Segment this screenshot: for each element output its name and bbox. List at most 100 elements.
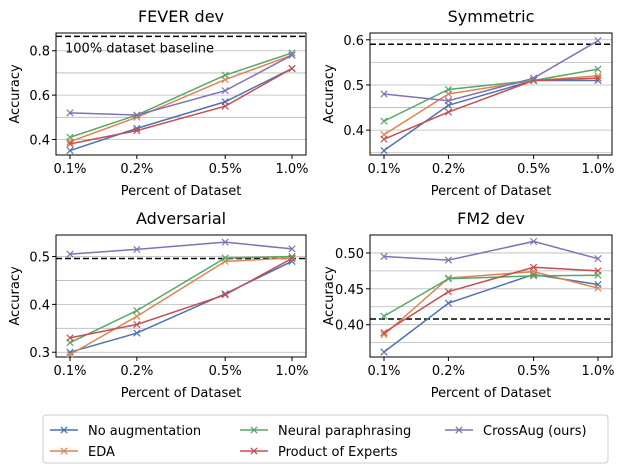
- data-point: [529, 237, 538, 246]
- marker-stroke: [288, 252, 296, 261]
- y-tick-label: 0.45: [335, 283, 364, 298]
- data-point: [594, 267, 602, 275]
- legend-label: Neural paraphrasing: [278, 424, 411, 439]
- marker-stroke: [133, 329, 141, 337]
- data-point: [221, 87, 229, 95]
- data-point: [380, 252, 388, 261]
- x-axis-label: Percent of Dataset: [431, 184, 552, 199]
- marker-stroke: [66, 348, 74, 356]
- marker-stroke: [288, 254, 296, 263]
- marker-stroke: [133, 320, 141, 329]
- subplot-title: FEVER dev: [138, 7, 224, 26]
- series-line-no-augmentation: [383, 273, 599, 353]
- legend-marker: [250, 426, 258, 434]
- series-line-no-augmentation: [383, 79, 598, 152]
- marker-stroke: [444, 288, 453, 296]
- series-line-no-augmentation: [69, 67, 293, 152]
- data-point: [444, 288, 453, 296]
- data-point: [594, 255, 602, 263]
- x-tick-label: 0.1%: [367, 364, 400, 379]
- y-tick-label: 0.8: [29, 45, 50, 60]
- x-tick-label: 0.2%: [432, 162, 465, 177]
- series-line-product-of-experts: [383, 266, 599, 334]
- series-line-product-of-experts: [69, 257, 293, 339]
- data-point: [221, 238, 229, 246]
- subplot-title: Adversarial: [136, 209, 226, 228]
- data-point: [529, 74, 538, 82]
- data-point: [221, 102, 229, 110]
- marker-stroke: [133, 111, 141, 119]
- marker-stroke: [380, 146, 388, 155]
- marker-stroke: [380, 331, 388, 339]
- legend-marker: [250, 447, 258, 455]
- marker-stroke: [444, 256, 453, 264]
- legend-marker: [60, 426, 68, 434]
- data-point: [221, 254, 229, 262]
- legend-label: No augmentation: [88, 424, 201, 439]
- data-point: [221, 291, 229, 299]
- data-point: [529, 263, 538, 271]
- series-line-eda: [69, 54, 293, 143]
- marker-stroke: [594, 284, 602, 292]
- marker-stroke: [221, 254, 229, 262]
- data-point: [288, 64, 296, 73]
- data-point: [380, 117, 388, 125]
- data-point: [444, 108, 453, 116]
- legend-item: No augmentation: [50, 424, 201, 439]
- legend-marker: [455, 426, 463, 434]
- y-axis-label: Accuracy: [8, 64, 23, 124]
- legend-label: EDA: [88, 445, 115, 460]
- x-tick-label: 0.5%: [209, 162, 242, 177]
- marker-stroke: [133, 126, 141, 135]
- marker-stroke: [66, 146, 74, 155]
- subplot-title: FM2 dev: [457, 209, 525, 228]
- y-tick-label: 0.5: [29, 251, 50, 266]
- subplot-2: 0.4 0.5 0.6 0.1% 0.2% 0.5% 1.0% Symmetric Percen…: [322, 7, 615, 199]
- subplot-4: 0.40 0.45 0.50 0.1% 0.2% 0.5% 1.0% FM2 dev Perce…: [322, 209, 615, 401]
- x-tick-label: 0.1%: [53, 162, 86, 177]
- y-tick-label: 0.4: [29, 133, 50, 148]
- data-point: [133, 126, 141, 135]
- series-line-product-of-experts: [69, 67, 293, 145]
- data-point: [444, 275, 453, 283]
- series-line-neural-paraphrasing: [383, 68, 599, 122]
- data-point: [380, 312, 388, 320]
- data-point: [380, 146, 388, 155]
- marker-stroke: [444, 108, 453, 116]
- x-axis-label: Percent of Dataset: [431, 386, 552, 401]
- x-tick-label: 0.1%: [367, 162, 400, 177]
- data-point: [288, 254, 296, 263]
- y-axis-label: Accuracy: [322, 266, 337, 326]
- data-point: [380, 331, 388, 339]
- axes-frame: [369, 234, 613, 358]
- data-point: [380, 135, 388, 143]
- y-tick-label: 0.6: [343, 34, 364, 49]
- series-line-crossaug-ours-: [69, 54, 293, 116]
- marker-stroke: [66, 140, 74, 148]
- x-axis-label: Percent of Dataset: [121, 386, 242, 401]
- y-axis-label: Accuracy: [322, 64, 337, 124]
- marker-stroke: [380, 135, 388, 143]
- x-tick-label: 0.5%: [517, 364, 550, 379]
- marker-stroke: [529, 76, 538, 85]
- data-point: [594, 65, 602, 73]
- data-point: [133, 306, 141, 315]
- marker-stroke: [66, 133, 74, 141]
- x-tick-label: 1.0%: [275, 162, 308, 177]
- marker-stroke: [221, 291, 229, 299]
- data-point: [66, 348, 74, 356]
- marker-stroke: [529, 237, 538, 246]
- data-point: [133, 245, 141, 253]
- data-point: [66, 140, 74, 148]
- data-point: [288, 252, 296, 261]
- data-point: [594, 37, 602, 45]
- subplot-title: Symmetric: [448, 7, 535, 26]
- marker-stroke: [288, 245, 296, 253]
- series-line-neural-paraphrasing: [69, 52, 293, 138]
- legend-marker: [60, 447, 68, 455]
- marker-stroke: [66, 109, 74, 117]
- marker-stroke: [529, 263, 538, 271]
- y-tick-label: 0.6: [29, 89, 50, 104]
- marker-stroke: [444, 299, 453, 307]
